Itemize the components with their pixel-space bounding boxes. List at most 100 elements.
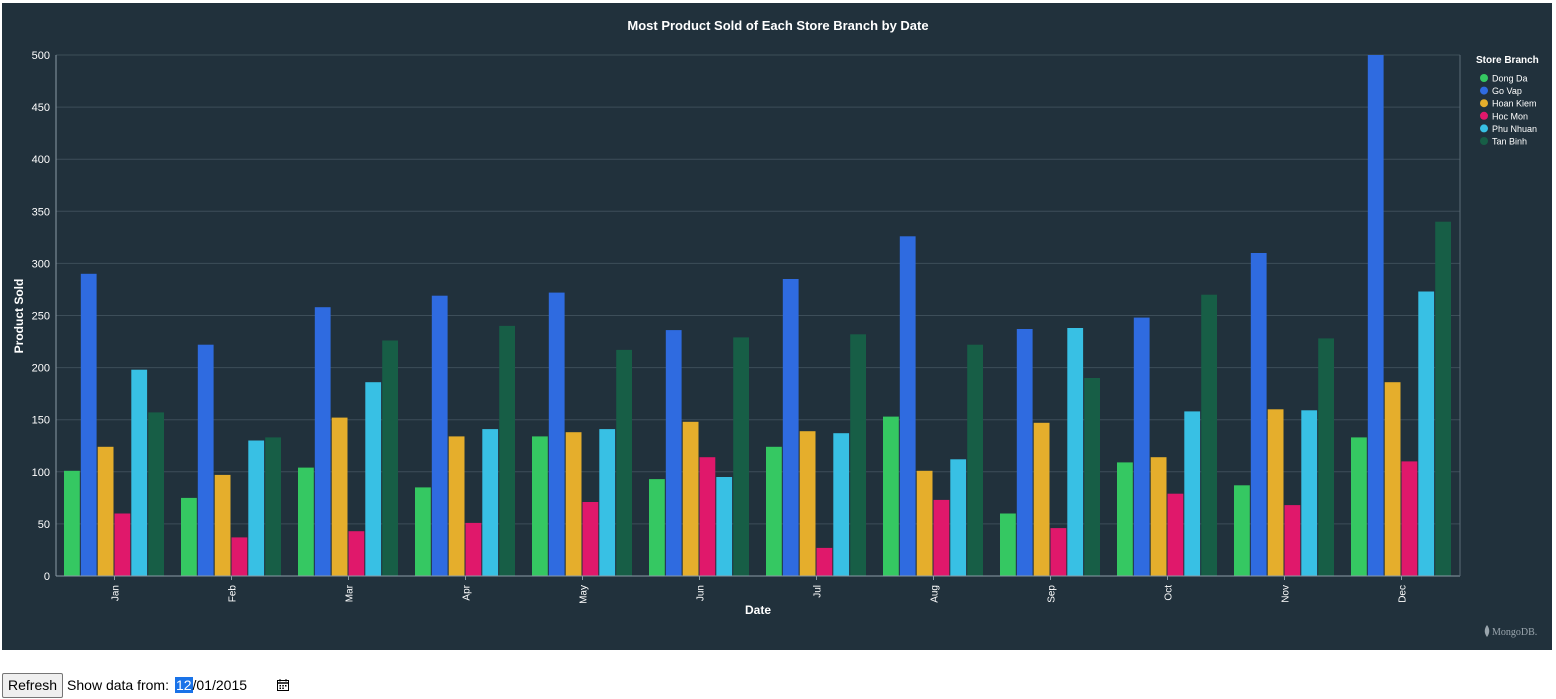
date-rest-segment[interactable]: /01/2015 (192, 677, 248, 693)
bar-tan-binh-jun[interactable] (733, 337, 749, 576)
bar-dong-da-oct[interactable] (1117, 462, 1133, 576)
bar-dong-da-feb[interactable] (181, 497, 197, 576)
gridlines (56, 54, 1460, 525)
bar-tan-binh-mar[interactable] (382, 340, 398, 577)
bar-go-vap-jan[interactable] (80, 273, 97, 576)
y-axis-ticks: 0 50 100 150 200 250 300 350 400 450 500 (32, 50, 50, 583)
bar-hoan-kiem-aug[interactable] (916, 470, 933, 576)
bar-phu-nhuan-mar[interactable] (365, 382, 382, 576)
bar-hoan-kiem-mar[interactable] (331, 417, 348, 576)
bar-go-vap-dec[interactable] (1367, 55, 1384, 576)
bar-go-vap-apr[interactable] (431, 295, 448, 576)
legend-item-label[interactable]: Go Vap (1492, 86, 1522, 96)
bar-tan-binh-aug[interactable] (967, 344, 983, 576)
bar-hoan-kiem-feb[interactable] (214, 474, 231, 576)
bar-hoc-mon-aug[interactable] (933, 499, 950, 576)
y-tick-label: 0 (44, 571, 50, 583)
bar-go-vap-may[interactable] (548, 292, 565, 576)
bar-tan-binh-nov[interactable] (1318, 338, 1334, 576)
bar-hoan-kiem-dec[interactable] (1384, 382, 1401, 576)
bar-hoc-mon-oct[interactable] (1167, 493, 1184, 576)
bar-hoan-kiem-jul[interactable] (799, 431, 816, 576)
bar-dong-da-jul[interactable] (766, 446, 782, 576)
calendar-icon[interactable] (277, 679, 290, 691)
bar-hoan-kiem-oct[interactable] (1150, 457, 1167, 576)
bar-hoc-mon-sep[interactable] (1050, 528, 1067, 576)
x-axis-ticks: Jan Feb Mar Apr May Jun Jul Aug Sep Oct Nov Dec (111, 576, 1409, 604)
bar-tan-binh-sep[interactable] (1084, 378, 1100, 576)
chart-title: Most Product Sold of Each Store Branch b… (627, 18, 928, 33)
bar-hoan-kiem-nov[interactable] (1267, 409, 1284, 576)
date-input[interactable]: 12 /01/2015 (174, 677, 290, 693)
date-month-segment[interactable]: 12 (174, 677, 193, 693)
bar-hoc-mon-nov[interactable] (1284, 505, 1301, 576)
bar-go-vap-aug[interactable] (899, 236, 916, 577)
bar-hoc-mon-dec[interactable] (1401, 461, 1418, 576)
bar-hoan-kiem-jan[interactable] (97, 446, 114, 576)
y-tick-label: 300 (32, 258, 50, 270)
bar-phu-nhuan-jul[interactable] (833, 433, 850, 576)
bar-dong-da-sep[interactable] (1000, 513, 1016, 577)
bar-dong-da-jan[interactable] (64, 470, 80, 576)
bar-tan-binh-may[interactable] (616, 349, 632, 576)
bar-hoc-mon-apr[interactable] (465, 522, 482, 576)
bar-go-vap-sep[interactable] (1016, 329, 1033, 576)
legend-item-label[interactable]: Tan Binh (1492, 137, 1527, 147)
bar-dong-da-aug[interactable] (883, 416, 899, 576)
bar-go-vap-feb[interactable] (197, 344, 214, 576)
bar-phu-nhuan-jun[interactable] (716, 477, 733, 576)
refresh-button[interactable]: Refresh (2, 672, 64, 698)
bar-tan-binh-oct[interactable] (1201, 294, 1217, 576)
date-label: Show data from: (67, 677, 169, 693)
bar-dong-da-apr[interactable] (415, 487, 431, 576)
bar-hoc-mon-jan[interactable] (114, 513, 131, 577)
x-tick-label: May (579, 585, 590, 604)
bar-phu-nhuan-dec[interactable] (1418, 291, 1435, 577)
bar-phu-nhuan-apr[interactable] (482, 429, 499, 576)
bar-phu-nhuan-may[interactable] (599, 429, 616, 576)
bar-hoc-mon-mar[interactable] (348, 531, 365, 576)
bar-dong-da-may[interactable] (532, 436, 548, 576)
bar-hoan-kiem-sep[interactable] (1033, 422, 1050, 576)
bar-hoan-kiem-jun[interactable] (682, 421, 699, 576)
legend-item-label[interactable]: Phu Nhuan (1492, 124, 1537, 134)
bar-phu-nhuan-sep[interactable] (1067, 328, 1084, 576)
y-axis-label: Product Sold (12, 279, 26, 354)
bar-tan-binh-dec[interactable] (1435, 221, 1451, 576)
bar-go-vap-jun[interactable] (665, 330, 682, 576)
bar-phu-nhuan-nov[interactable] (1301, 410, 1318, 576)
bar-tan-binh-feb[interactable] (265, 437, 281, 576)
bar-tan-binh-jul[interactable] (850, 334, 866, 576)
bar-tan-binh-jan[interactable] (148, 412, 164, 576)
x-tick-label: Nov (1281, 585, 1292, 603)
x-tick-label: Jun (696, 585, 707, 601)
bar-dong-da-nov[interactable] (1234, 485, 1250, 576)
bar-hoc-mon-jun[interactable] (699, 457, 716, 576)
x-tick-label: Apr (462, 584, 473, 600)
legend-swatch (1480, 86, 1488, 95)
bar-hoan-kiem-apr[interactable] (448, 436, 465, 576)
bar-dong-da-mar[interactable] (298, 467, 314, 576)
legend-item-label[interactable]: Hoan Kiem (1492, 99, 1537, 109)
bar-dong-da-jun[interactable] (649, 479, 665, 576)
legend-item-label[interactable]: Dong Da (1492, 74, 1528, 84)
bar-go-vap-mar[interactable] (314, 307, 331, 576)
x-tick-label: Oct (1164, 585, 1175, 601)
bar-tan-binh-apr[interactable] (499, 325, 515, 576)
y-tick-label: 200 (32, 363, 50, 375)
bar-hoc-mon-jul[interactable] (816, 547, 833, 576)
legend-item-label[interactable]: Hoc Mon (1492, 111, 1528, 121)
x-tick-label: Mar (345, 584, 356, 602)
bar-go-vap-oct[interactable] (1133, 317, 1150, 576)
bar-phu-nhuan-jan[interactable] (131, 369, 148, 576)
bar-phu-nhuan-aug[interactable] (950, 459, 967, 576)
bar-hoc-mon-feb[interactable] (231, 537, 248, 576)
bar-hoan-kiem-may[interactable] (565, 432, 582, 576)
bar-go-vap-nov[interactable] (1250, 253, 1267, 576)
bar-go-vap-jul[interactable] (782, 279, 799, 576)
bar-phu-nhuan-oct[interactable] (1184, 411, 1201, 576)
bar-dong-da-dec[interactable] (1351, 437, 1367, 576)
bar-phu-nhuan-feb[interactable] (248, 440, 265, 577)
legend-title: Store Branch (1476, 55, 1539, 66)
bar-hoc-mon-may[interactable] (582, 502, 599, 576)
